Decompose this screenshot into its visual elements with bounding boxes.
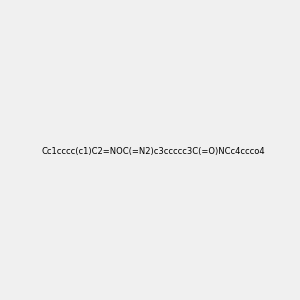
Text: Cc1cccc(c1)C2=NOC(=N2)c3ccccc3C(=O)NCc4ccco4: Cc1cccc(c1)C2=NOC(=N2)c3ccccc3C(=O)NCc4c… [42,147,266,156]
